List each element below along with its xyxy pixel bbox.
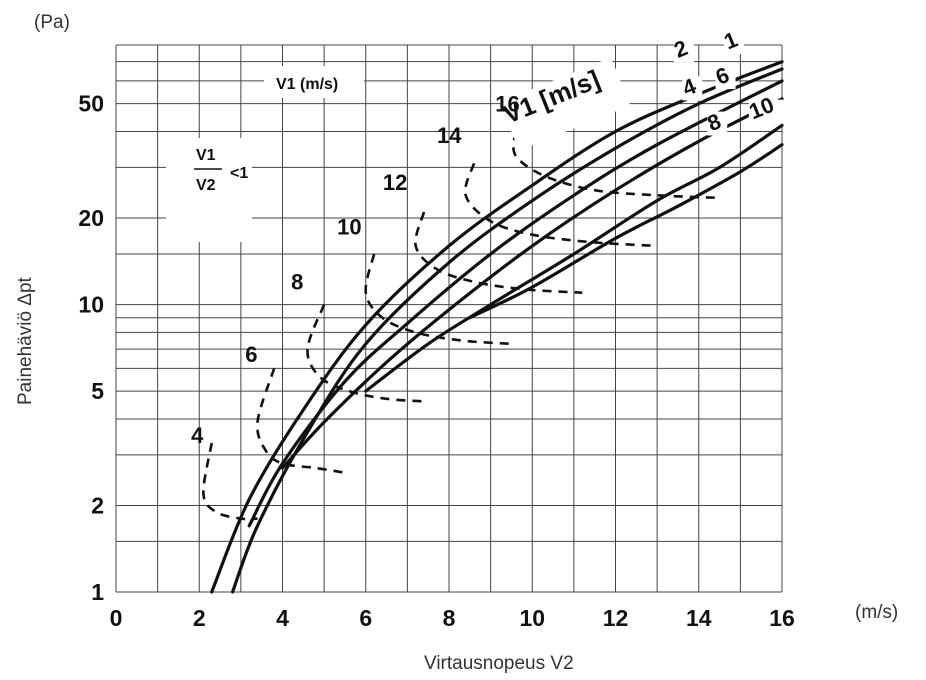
x-tick-label: 8: [443, 605, 456, 631]
y-tick-label: 20: [78, 205, 104, 231]
dashed-series-10: [364, 253, 512, 346]
solid-curve-label-bg: [673, 38, 694, 63]
dashed-curve-label: 8: [291, 269, 303, 294]
family-label-bg: [499, 57, 631, 151]
ratio-relation: <1: [230, 165, 248, 182]
solid-series-1: [210, 60, 784, 594]
y-tick-label: 5: [91, 378, 104, 404]
x-tick-label: 10: [519, 605, 545, 631]
dashed-curve-label: 10: [337, 215, 361, 240]
solid-curve-label-bg: [682, 76, 703, 101]
y-axis-title: Painehäviö Δpt: [15, 276, 36, 405]
x-tick-label: 16: [769, 605, 795, 631]
solid-series-10: [468, 143, 784, 320]
y-tick-label: 50: [78, 91, 104, 117]
solid-curves: [210, 60, 784, 594]
x-tick-label: 6: [359, 605, 372, 631]
grid: [115, 44, 783, 593]
x-tick-label: 14: [686, 605, 712, 631]
ratio-numerator: V1: [196, 147, 216, 164]
x-axis-title: Virtausnopeus V2: [424, 653, 574, 674]
dashed-curve-label: 4: [191, 423, 204, 448]
x-unit-label: (m/s): [855, 602, 898, 623]
dashed-curve-label: 12: [383, 170, 407, 195]
dashed-curve-label: 14: [437, 123, 462, 148]
solid-series-2: [231, 67, 784, 594]
dashed-curve-label: 16: [495, 91, 519, 116]
ratio-box-bg: [166, 138, 252, 242]
x-tick-label: 12: [603, 605, 629, 631]
solid-curve-label-bg: [715, 65, 736, 90]
v1-box-bg: [264, 66, 364, 98]
solid-series-6: [280, 97, 784, 470]
x-tick-label: 0: [110, 605, 123, 631]
dashed-curve-label: 6: [245, 342, 257, 367]
v1-box-label: V1 (m/s): [276, 76, 338, 93]
dashed-series-4: [202, 442, 258, 521]
y-tick-label: 1: [91, 579, 104, 605]
solid-curve-label-bg: [723, 29, 744, 54]
x-tick-label: 4: [276, 605, 289, 631]
y-tick-label: 10: [78, 292, 104, 318]
ratio-denominator: V2: [196, 177, 216, 194]
solid-curve-label-bg: [748, 99, 783, 124]
dashed-series-14: [463, 162, 658, 248]
solid-series-4: [247, 79, 784, 528]
x-tick-label: 2: [193, 605, 206, 631]
dashed-curves: [202, 131, 720, 521]
solid-series-8: [364, 123, 784, 393]
solid-curve-label-bg: [707, 111, 728, 136]
dashed-series-6: [255, 367, 346, 474]
y-unit-label: (Pa): [34, 12, 70, 33]
y-tick-label: 2: [91, 492, 104, 518]
